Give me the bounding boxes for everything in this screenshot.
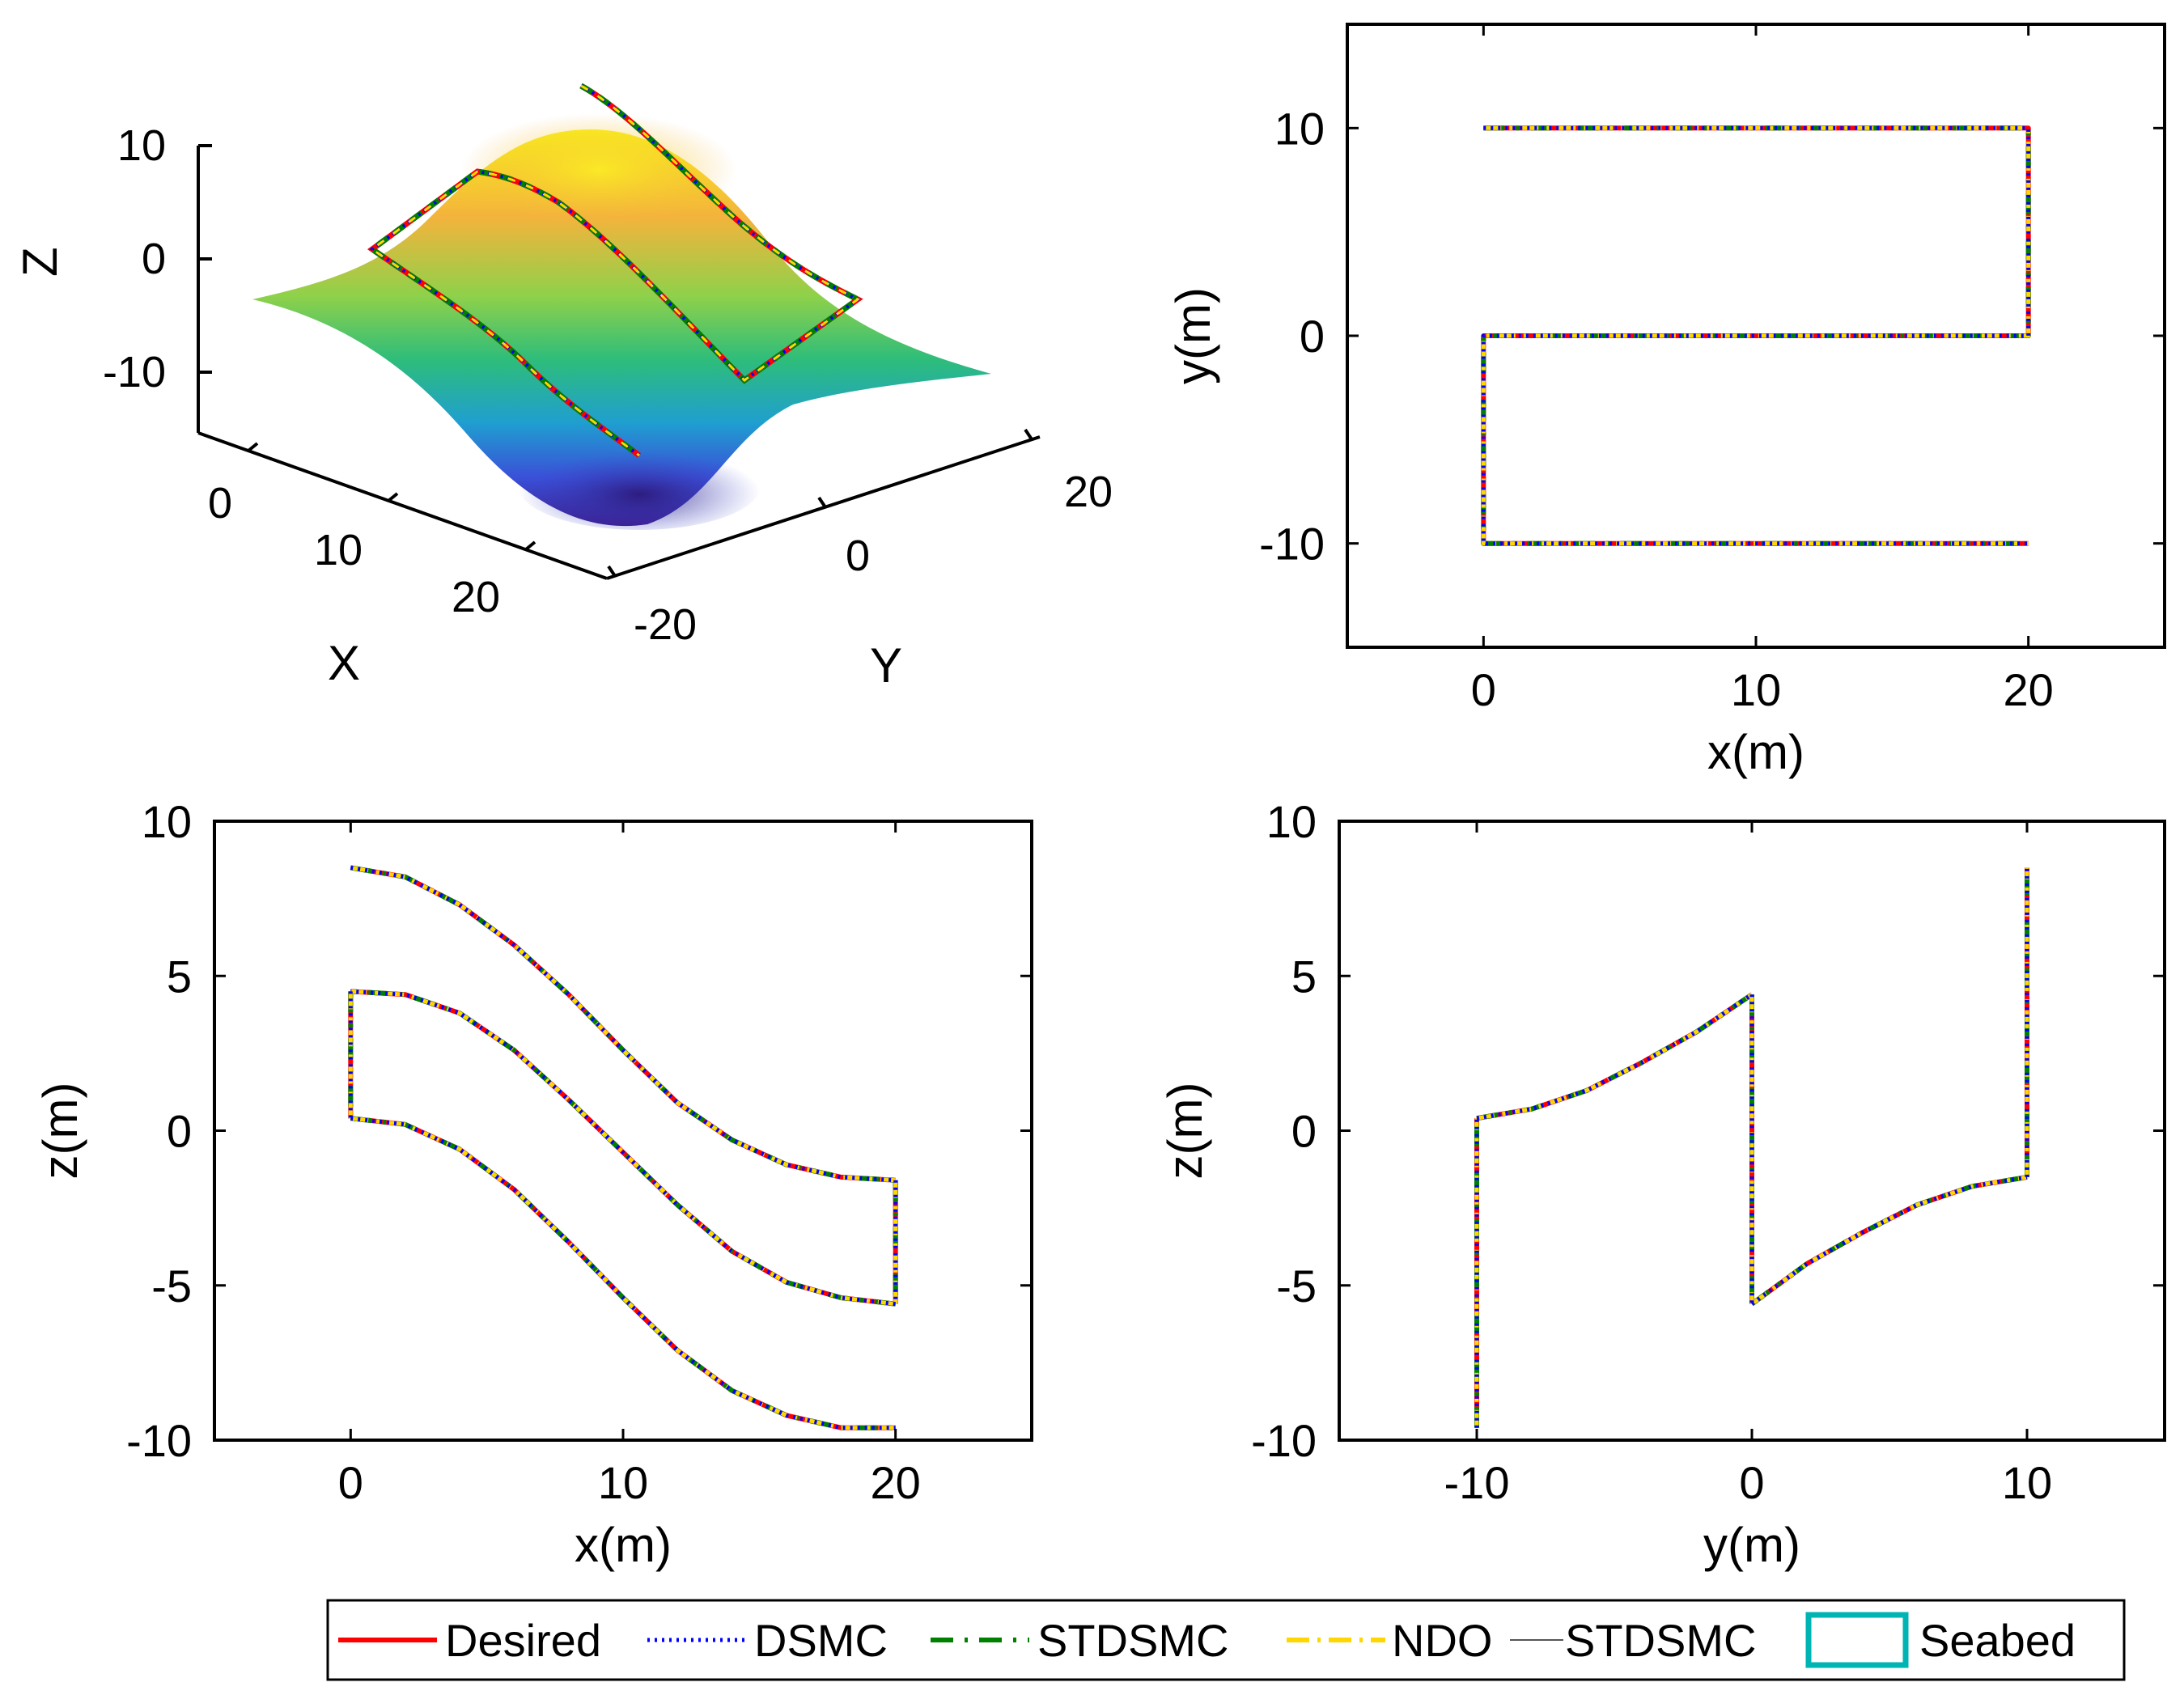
x-tick-label: 0 bbox=[1471, 664, 1496, 715]
legend-swatch-seabed bbox=[1805, 1612, 1909, 1668]
y-tick bbox=[607, 565, 617, 578]
y-tick-label-0: 0 bbox=[846, 532, 870, 580]
y-axis-label: Y bbox=[870, 638, 902, 693]
legend-label-ndo: NDO bbox=[1392, 1615, 1492, 1666]
chart-xy-plane: 0 10 20 -10 0 10 x(m) y(m) bbox=[1166, 23, 2166, 779]
legend-label-stdsmc: STDSMC bbox=[1037, 1615, 1228, 1666]
x-tick bbox=[387, 492, 399, 502]
legend-entry-ndo: NDO STDSMC bbox=[1287, 1615, 1756, 1666]
y-tick-label-20: 20 bbox=[1064, 468, 1113, 516]
y-tick-label: 10 bbox=[1266, 796, 1317, 847]
x-tick-label: 0 bbox=[1739, 1457, 1764, 1508]
axes-3d-labels: 10 0 -10 Z 0 10 20 X -20 0 20 Y bbox=[13, 121, 1113, 693]
y-tick-label: 0 bbox=[1300, 311, 1325, 362]
trajectory-3d bbox=[367, 83, 863, 458]
x-axis-label: y(m) bbox=[1703, 1518, 1800, 1572]
y-axis-label: y(m) bbox=[1166, 287, 1220, 384]
trajectory-dsmc-segment-5 bbox=[350, 1116, 896, 1430]
y-tick-label-neg20: -20 bbox=[634, 600, 697, 649]
trajectory-dsmc-segment-3 bbox=[350, 989, 896, 1307]
y-tick-label: -10 bbox=[1251, 1415, 1317, 1466]
z-tick-label-0: 0 bbox=[142, 235, 166, 283]
x-tick-label: 10 bbox=[2002, 1457, 2052, 1508]
trajectory-stdsmc-segment-4 bbox=[1750, 1174, 2028, 1307]
legend-entry-stdsmc: STDSMC bbox=[931, 1615, 1228, 1666]
x-tick-label-0: 0 bbox=[208, 479, 232, 528]
x-tick-label: 0 bbox=[338, 1457, 363, 1508]
y-tick-label: -5 bbox=[1276, 1261, 1317, 1312]
trajectory-ndo-segment-1 bbox=[1481, 125, 2031, 546]
trajectory-dsmc-segment-1 bbox=[350, 865, 896, 1183]
y-axis-line bbox=[606, 435, 1041, 580]
x-tick-label-20: 20 bbox=[452, 573, 500, 621]
x-axis-label: x(m) bbox=[1707, 725, 1804, 779]
y-tick-label: -5 bbox=[151, 1261, 192, 1312]
x-axis-line bbox=[197, 431, 608, 580]
seabed-surface bbox=[252, 129, 991, 527]
y-tick-label: -10 bbox=[126, 1415, 192, 1466]
y-tick-label: 5 bbox=[1291, 951, 1317, 1002]
z-tick-label-10: 10 bbox=[117, 121, 166, 170]
x-tick-label-10: 10 bbox=[314, 526, 363, 574]
chart-3d-surface: 10 0 -10 Z 0 10 20 X -20 0 20 Y bbox=[13, 83, 1113, 693]
y-tick bbox=[1024, 428, 1033, 441]
z-tick-label-neg10: -10 bbox=[103, 348, 166, 396]
x-axis-label: x(m) bbox=[575, 1518, 672, 1572]
y-tick-label: 5 bbox=[167, 951, 192, 1002]
z-axis-label: Z bbox=[13, 247, 67, 277]
y-tick-label: 10 bbox=[1274, 103, 1325, 154]
x-axis-label: X bbox=[328, 636, 360, 690]
legend-entry-desired: Desired bbox=[338, 1615, 601, 1666]
x-tick-label: 20 bbox=[871, 1457, 921, 1508]
chart-xz-plane: 0 10 20 -10 -5 0 5 10 x(m) z(m) bbox=[33, 796, 1033, 1572]
y-tick-label: 10 bbox=[142, 796, 192, 847]
x-tick bbox=[524, 540, 536, 551]
axes-3d bbox=[197, 144, 1041, 580]
surface-peak-highlight bbox=[461, 113, 736, 227]
x-tick-label: -10 bbox=[1444, 1457, 1510, 1508]
legend-label-seabed: Seabed bbox=[1919, 1615, 2076, 1666]
legend-entry-dsmc: DSMC bbox=[647, 1615, 888, 1666]
x-tick-label: 10 bbox=[1731, 664, 1781, 715]
y-tick-label: -10 bbox=[1259, 519, 1325, 570]
y-axis-label: z(m) bbox=[1158, 1083, 1212, 1180]
y-tick-label: 0 bbox=[1291, 1106, 1317, 1157]
trajectory-dsmc-segment-1 bbox=[1481, 125, 2031, 546]
x-tick bbox=[247, 442, 259, 452]
trajectory-dsmc-segment-4 bbox=[1750, 1175, 2028, 1306]
y-axis-label: z(m) bbox=[33, 1083, 87, 1180]
x-tick-label: 20 bbox=[2004, 664, 2054, 715]
traj3d-stdsmc bbox=[367, 83, 863, 458]
y-tick bbox=[817, 496, 827, 509]
legend-label-dsmc: DSMC bbox=[754, 1615, 888, 1666]
y-tick-label: 0 bbox=[167, 1106, 192, 1157]
legend-label-ndo-stdsmc: STDSMC bbox=[1565, 1615, 1756, 1666]
x-tick-label: 10 bbox=[598, 1457, 648, 1508]
chart-yz-plane: -10 0 10 -10 -5 0 5 10 y(m) z(m) bbox=[1158, 796, 2166, 1572]
legend: Desired DSMC STDSMC NDO STDSMC Seabed bbox=[326, 1599, 2126, 1681]
surface-trough-shade bbox=[518, 441, 761, 530]
legend-entry-seabed: Seabed bbox=[1805, 1612, 2076, 1668]
legend-label-desired: Desired bbox=[445, 1615, 601, 1666]
trajectory-dsmc-segment-2 bbox=[1476, 993, 1754, 1121]
plot-area-frame bbox=[213, 820, 1033, 1442]
